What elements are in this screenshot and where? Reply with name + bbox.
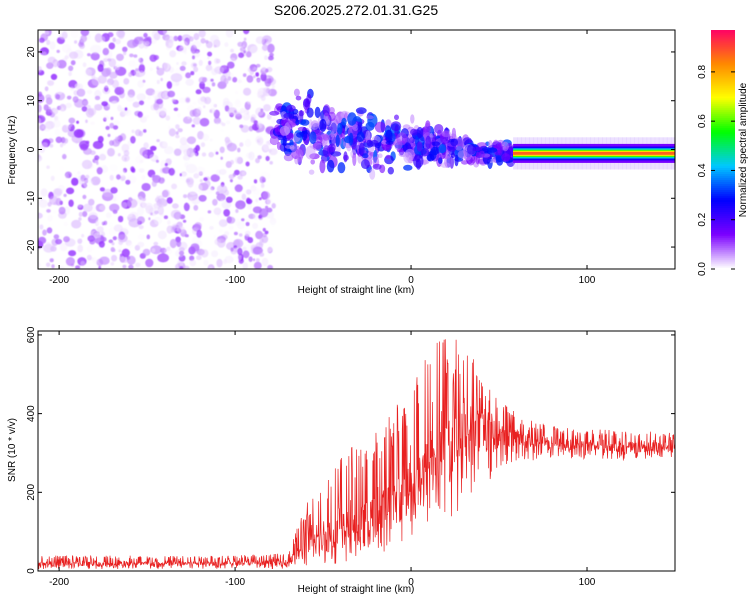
spectrogram-xtick-label: 100 xyxy=(579,275,596,286)
noise-region xyxy=(38,30,278,269)
snr-panel: -200 -100 0 100 0 200 400 600 Height of straigh… xyxy=(7,326,676,595)
spectrogram-xtick-label: 0 xyxy=(408,275,414,286)
snr-ytick-label: 0 xyxy=(26,568,37,574)
spectrogram-ylabel: Frequency (Hz) xyxy=(7,116,18,185)
spectrogram-ytick-label: 0 xyxy=(26,146,37,152)
snr-xtick-label: -100 xyxy=(225,577,245,588)
spectrogram-ytick-label: 10 xyxy=(26,95,37,107)
spectrogram-xtick-label: -200 xyxy=(49,275,69,286)
colorbar-label: Normalized spectral amplitude xyxy=(738,82,749,217)
snr-ytick-label: 400 xyxy=(26,405,37,422)
snr-ylabel: SNR (10 * v/v) xyxy=(7,418,18,482)
snr-ytick-label: 600 xyxy=(26,326,37,343)
spectrogram-ytick-label: -20 xyxy=(26,239,37,254)
spectrogram-xtick-label: -100 xyxy=(225,275,245,286)
snr-series-line xyxy=(38,339,675,570)
colorbar: 0.0 0.2 0.4 0.6 0.8 Normalized spectral ampl… xyxy=(697,30,749,276)
colorbar-tick-label: 0.2 xyxy=(697,212,708,226)
colorbar-tick-label: 0.6 xyxy=(697,114,708,128)
carrier-region xyxy=(513,137,675,170)
transition-region xyxy=(269,88,516,180)
snr-frame xyxy=(37,330,676,572)
snr-xtick-label: 100 xyxy=(579,577,596,588)
snr-xtick-label: -200 xyxy=(49,577,69,588)
spectrogram-data xyxy=(38,30,675,269)
snr-xlabel: Height of straight line (km) xyxy=(298,584,415,595)
colorbar-ticks: 0.0 0.2 0.4 0.6 0.8 xyxy=(697,64,735,276)
colorbar-tick-label: 0.4 xyxy=(697,163,708,177)
figure-title: S206.2025.272.01.31.G25 xyxy=(274,2,438,18)
colorbar-tick-label: 0.0 xyxy=(697,262,708,276)
spectrogram-ytick-label: 20 xyxy=(26,46,37,58)
colorbar-gradient xyxy=(711,30,735,270)
spectrogram-xlabel: Height of straight line (km) xyxy=(298,285,415,296)
snr-ticks: -200 -100 0 100 0 200 400 600 xyxy=(26,326,675,588)
snr-ytick-label: 200 xyxy=(26,484,37,501)
colorbar-tick-label: 0.8 xyxy=(697,64,708,78)
snr-xtick-label: 0 xyxy=(408,577,414,588)
spectrogram-ytick-label: -10 xyxy=(26,191,37,206)
